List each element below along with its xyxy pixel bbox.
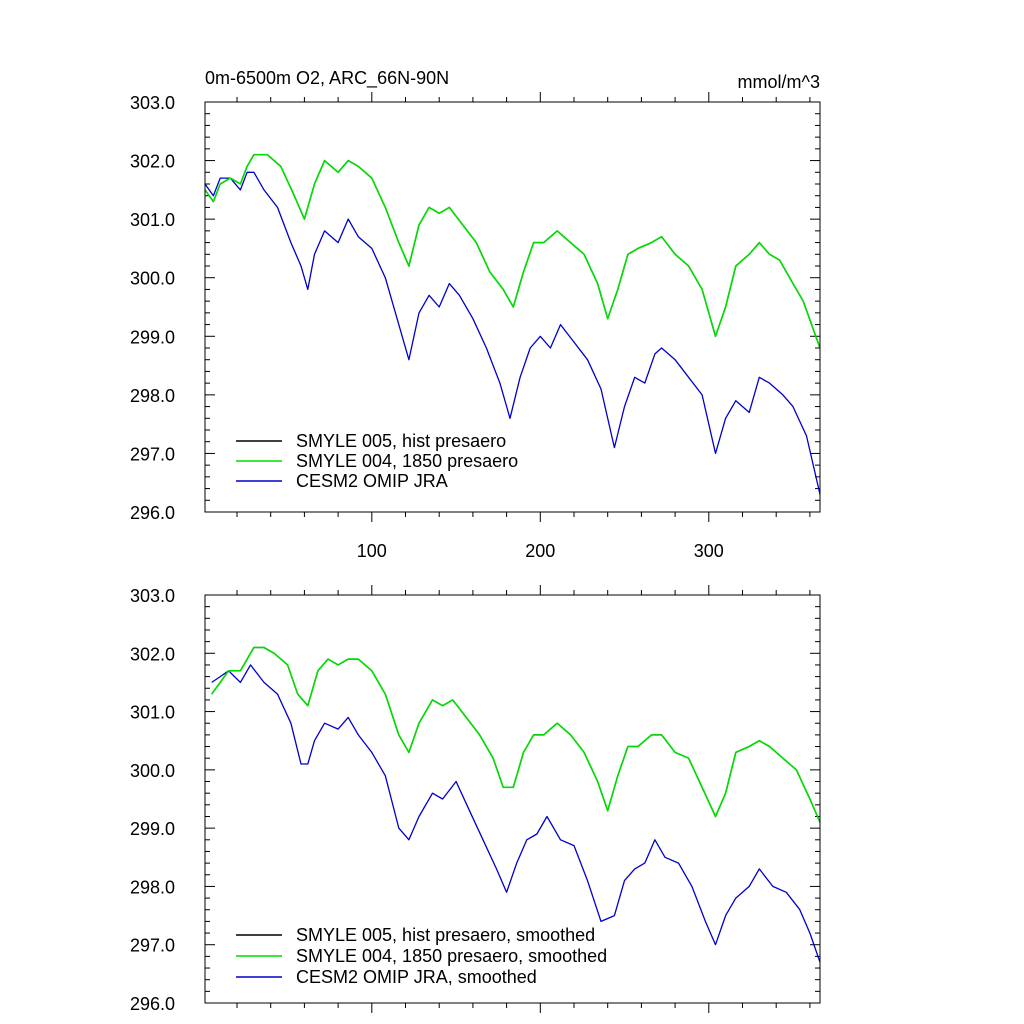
legend-label: SMYLE 004, 1850 presaero	[296, 451, 518, 471]
y-tick-label: 296.0	[130, 994, 175, 1014]
y-tick-label: 299.0	[130, 327, 175, 347]
x-tick-label: 200	[525, 541, 555, 561]
y-tick-label: 298.0	[130, 877, 175, 897]
series-line-2	[211, 664, 821, 963]
series-line-1	[211, 646, 821, 823]
y-tick-label: 298.0	[130, 386, 175, 406]
y-tick-label: 303.0	[130, 93, 175, 113]
y-tick-label: 301.0	[130, 210, 175, 230]
chart-title: 0m-6500m O2, ARC_66N-90N	[205, 68, 449, 89]
legend-label: SMYLE 004, 1850 presaero, smoothed	[296, 946, 607, 966]
bottom-panel: 296.0 297.0 298.0 299.0 300.0 301.0 302.0 303.0…	[130, 585, 821, 1014]
y-tick-label: 299.0	[130, 819, 175, 839]
series-lines	[211, 646, 821, 963]
x-tick-label: 300	[694, 541, 724, 561]
series-line-2	[204, 171, 821, 495]
y-tick-labels: 296.0 297.0 298.0 299.0 300.0 301.0 302.0 303.0	[130, 586, 175, 1014]
x-tick-labels: 100 200 300	[357, 541, 724, 561]
legend-label: SMYLE 005, hist presaero	[296, 431, 506, 451]
top-panel: 0m-6500m O2, ARC_66N-90N mmol/m^3 296.02…	[130, 68, 821, 561]
series-line-1	[204, 153, 821, 349]
legend-label: SMYLE 005, hist presaero, smoothed	[296, 925, 595, 945]
plot-frame	[204, 594, 821, 1004]
legend: SMYLE 005, hist presaero, smoothedSMYLE …	[236, 925, 607, 987]
plot-frame	[204, 101, 821, 513]
tick-marks	[205, 92, 820, 522]
legend-label: CESM2 OMIP JRA	[296, 471, 448, 491]
series-lines	[204, 153, 821, 495]
series-line-0	[211, 646, 821, 823]
y-tick-label: 302.0	[130, 152, 175, 172]
y-tick-label: 300.0	[130, 761, 175, 781]
y-tick-labels: 296.0 297.0 298.0 299.0 300.0 301.0 302.0 303.0	[130, 93, 175, 523]
units-label: mmol/m^3	[738, 72, 820, 92]
series-line-0	[204, 154, 821, 349]
y-tick-label: 302.0	[130, 644, 175, 664]
y-tick-label: 296.0	[130, 503, 175, 523]
legend-label: CESM2 OMIP JRA, smoothed	[296, 967, 537, 987]
y-tick-label: 303.0	[130, 586, 175, 606]
tick-marks	[205, 585, 820, 1013]
y-tick-label: 301.0	[130, 703, 175, 723]
y-tick-label: 300.0	[130, 269, 175, 289]
x-tick-label: 100	[357, 541, 387, 561]
y-tick-label: 297.0	[130, 936, 175, 956]
y-tick-label: 297.0	[130, 444, 175, 464]
